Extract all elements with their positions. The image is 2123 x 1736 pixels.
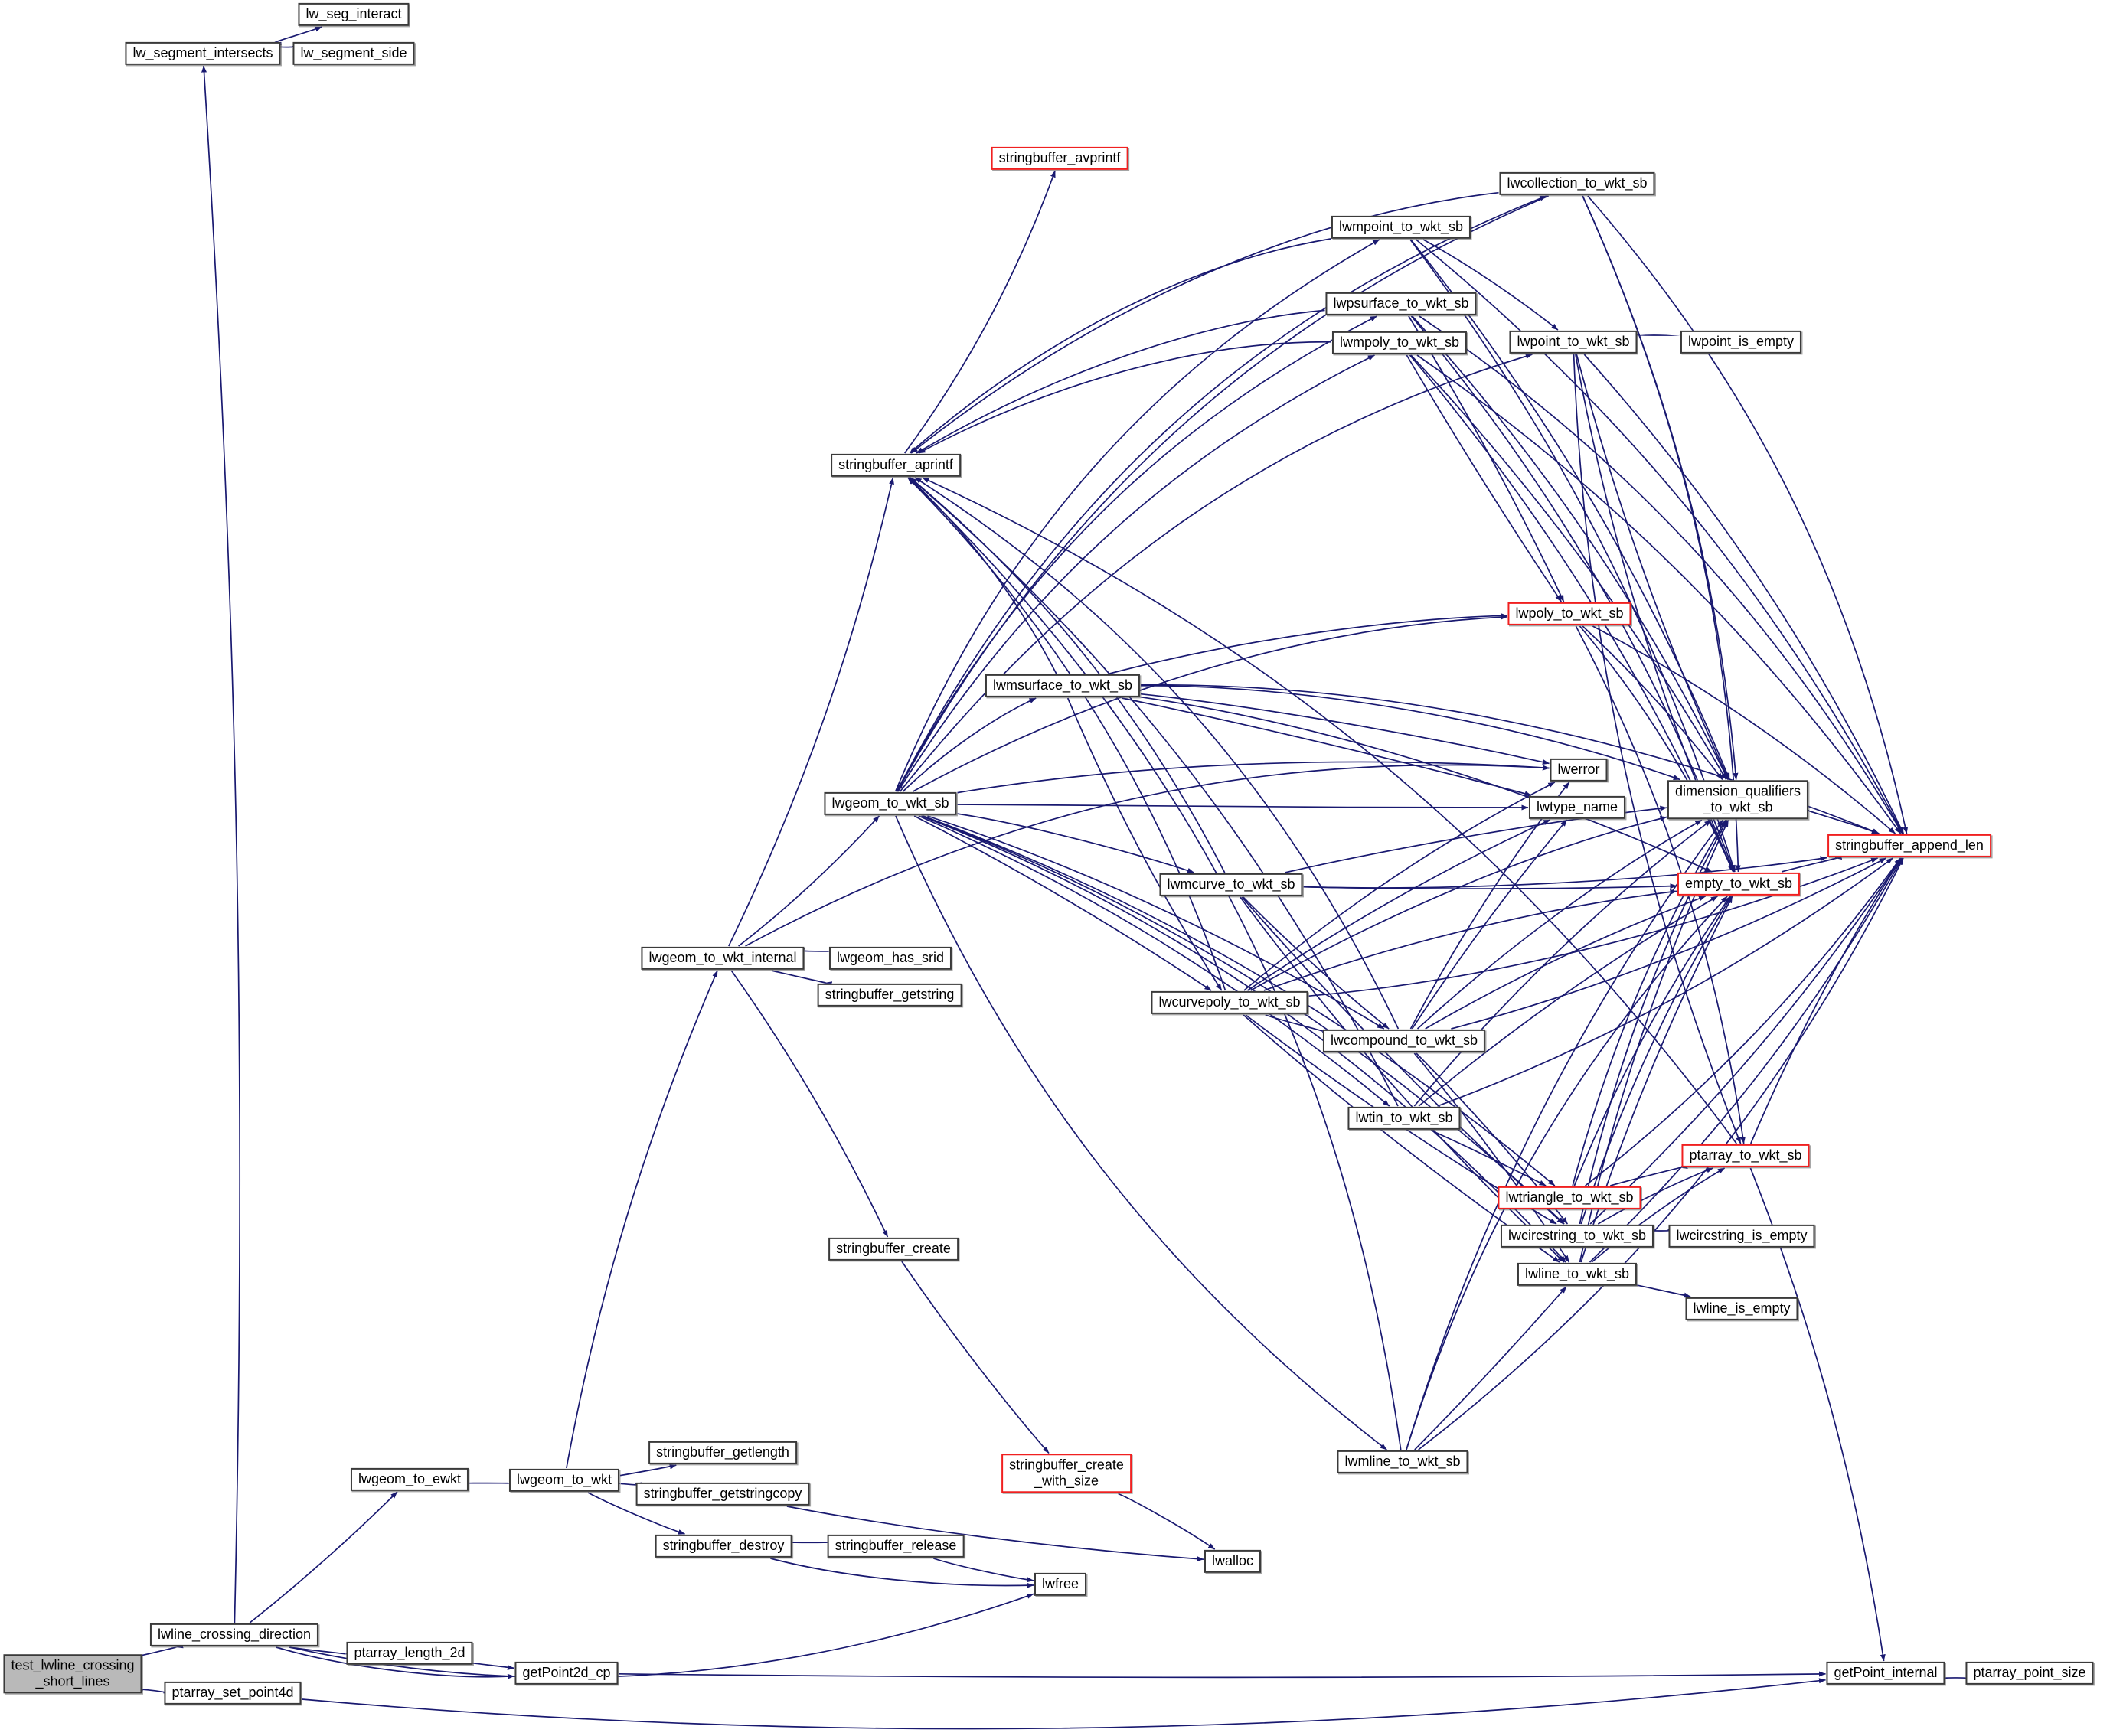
node-lwmcurve-to-wkt-sb[interactable]: lwmcurve_to_wkt_sb xyxy=(1159,873,1303,897)
node-dimension-qualifiers-to-wkt-sb[interactable]: dimension_qualifiers _to_wkt_sb xyxy=(1667,780,1809,820)
node-stringbuffer-avprintf[interactable]: stringbuffer_avprintf xyxy=(991,146,1128,171)
node-stringbuffer-getstring[interactable]: stringbuffer_getstring xyxy=(817,983,962,1007)
node-lwmsurface-to-wkt-sb[interactable]: lwmsurface_to_wkt_sb xyxy=(985,674,1141,698)
node-lw-segment-intersects[interactable]: lw_segment_intersects xyxy=(125,41,281,66)
node-lwline-is-empty[interactable]: lwline_is_empty xyxy=(1685,1297,1798,1321)
node-lwcollection-to-wkt-sb[interactable]: lwcollection_to_wkt_sb xyxy=(1499,171,1655,196)
node-lwgeom-to-wkt[interactable]: lwgeom_to_wkt xyxy=(508,1468,620,1493)
node-empty-to-wkt-sb[interactable]: empty_to_wkt_sb xyxy=(1677,872,1801,896)
node-lwpoly-to-wkt-sb[interactable]: lwpoly_to_wkt_sb xyxy=(1507,602,1631,626)
node-lwfree[interactable]: lwfree xyxy=(1034,1572,1087,1597)
node-lwtype-name[interactable]: lwtype_name xyxy=(1528,795,1626,820)
node-getpoint2d-cp[interactable]: getPoint2d_cp xyxy=(514,1661,619,1685)
node-lwline-to-wkt-sb[interactable]: lwline_to_wkt_sb xyxy=(1517,1262,1638,1287)
node-lwmline-to-wkt-sb[interactable]: lwmline_to_wkt_sb xyxy=(1337,1450,1468,1474)
node-getpoint-internal[interactable]: getPoint_internal xyxy=(1826,1661,1945,1685)
node-lwcurvepoly-to-wkt-sb[interactable]: lwcurvepoly_to_wkt_sb xyxy=(1151,990,1308,1015)
node-stringbuffer-getlength[interactable]: stringbuffer_getlength xyxy=(648,1441,797,1465)
node-ptarray-length-2d[interactable]: ptarray_length_2d xyxy=(346,1641,473,1666)
node-lw-seg-interact[interactable]: lw_seg_interact xyxy=(298,2,410,27)
node-lwcircstring-is-empty[interactable]: lwcircstring_is_empty xyxy=(1668,1224,1815,1248)
node-lwpsurface-to-wkt-sb[interactable]: lwpsurface_to_wkt_sb xyxy=(1325,292,1477,316)
node-lwmpoint-to-wkt-sb[interactable]: lwmpoint_to_wkt_sb xyxy=(1331,215,1471,240)
node-lwgeom-has-srid[interactable]: lwgeom_has_srid xyxy=(828,946,952,971)
node-lwgeom-to-wkt-sb[interactable]: lwgeom_to_wkt_sb xyxy=(824,791,957,816)
node-stringbuffer-create[interactable]: stringbuffer_create xyxy=(828,1237,959,1261)
node-lwgeom-to-ewkt[interactable]: lwgeom_to_ewkt xyxy=(350,1467,469,1492)
node-ptarray-point-size[interactable]: ptarray_point_size xyxy=(1965,1661,2094,1685)
node-lwline-crossing-direction[interactable]: lwline_crossing_direction xyxy=(149,1623,319,1647)
node-ptarray-to-wkt-sb[interactable]: ptarray_to_wkt_sb xyxy=(1681,1144,1810,1168)
node-stringbuffer-append-len[interactable]: stringbuffer_append_len xyxy=(1827,834,1991,858)
node-stringbuffer-aprintf[interactable]: stringbuffer_aprintf xyxy=(831,453,961,478)
node-lwpoint-to-wkt-sb[interactable]: lwpoint_to_wkt_sb xyxy=(1509,330,1638,354)
node-lwerror[interactable]: lwerror xyxy=(1550,758,1608,782)
node-lwgeom-to-wkt-internal[interactable]: lwgeom_to_wkt_internal xyxy=(641,946,805,971)
node-stringbuffer-create-with-size[interactable]: stringbuffer_create _with_size xyxy=(1001,1454,1132,1493)
node-stringbuffer-release[interactable]: stringbuffer_release xyxy=(827,1534,965,1558)
node-lwtriangle-to-wkt-sb[interactable]: lwtriangle_to_wkt_sb xyxy=(1498,1186,1641,1210)
node-test-lwline-crossing-short-lines: test_lwline_crossing _short_lines xyxy=(3,1654,142,1694)
node-stringbuffer-destroy[interactable]: stringbuffer_destroy xyxy=(655,1534,792,1558)
node-lwcompound-to-wkt-sb[interactable]: lwcompound_to_wkt_sb xyxy=(1322,1029,1486,1053)
node-lwtin-to-wkt-sb[interactable]: lwtin_to_wkt_sb xyxy=(1347,1106,1461,1131)
node-ptarray-set-point4d[interactable]: ptarray_set_point4d xyxy=(164,1681,302,1705)
node-lwcircstring-to-wkt-sb[interactable]: lwcircstring_to_wkt_sb xyxy=(1500,1224,1654,1248)
node-lwpoint-is-empty[interactable]: lwpoint_is_empty xyxy=(1680,330,1802,354)
node-lwmpoly-to-wkt-sb[interactable]: lwmpoly_to_wkt_sb xyxy=(1331,331,1468,355)
node-stringbuffer-getstringcopy[interactable]: stringbuffer_getstringcopy xyxy=(635,1482,810,1506)
node-lw-segment-side[interactable]: lw_segment_side xyxy=(292,41,415,66)
node-lwalloc[interactable]: lwalloc xyxy=(1204,1549,1262,1574)
